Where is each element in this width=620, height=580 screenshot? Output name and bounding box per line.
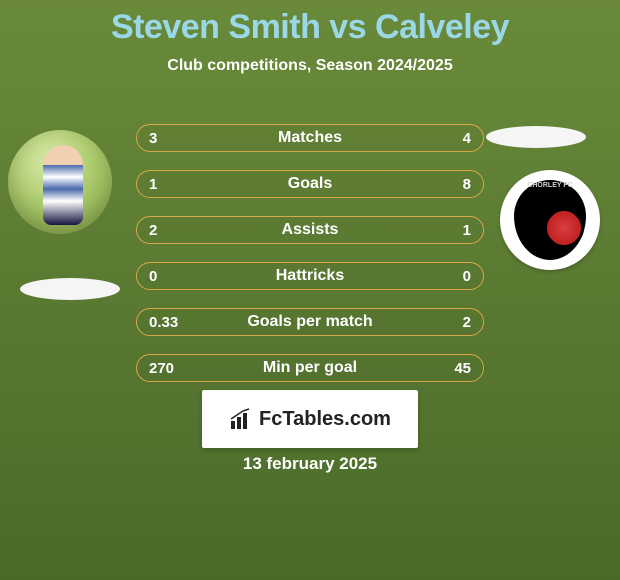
stat-right-value: 2 [411,314,471,331]
chart-icon [229,407,253,431]
stat-right-value: 8 [411,176,471,193]
comparison-card: Steven Smith vs Calveley Club competitio… [0,0,620,580]
club-badge-right: CHORLEY FC [500,170,600,270]
stat-label: Matches [209,129,411,147]
stat-label: Hattricks [209,267,411,285]
date-label: 13 february 2025 [0,454,620,474]
brand-badge: FcTables.com [202,390,418,448]
stat-row-assists: 2 Assists 1 [136,216,484,244]
stat-right-value: 45 [411,360,471,377]
stat-right-value: 4 [411,130,471,147]
club-crest-icon: CHORLEY FC [514,180,586,260]
stat-row-min-per-goal: 270 Min per goal 45 [136,354,484,382]
stat-left-value: 270 [149,360,209,377]
player-icon [43,145,83,225]
stat-left-value: 3 [149,130,209,147]
page-title: Steven Smith vs Calveley [0,0,620,47]
stat-label: Assists [209,221,411,239]
subtitle: Club competitions, Season 2024/2025 [0,57,620,75]
club-flower-icon [544,208,584,248]
club-crest-text: CHORLEY FC [514,182,586,189]
stat-label: Goals [209,175,411,193]
stat-left-value: 2 [149,222,209,239]
ellipse-left [20,278,120,300]
stat-left-value: 0.33 [149,314,209,331]
stat-right-value: 0 [411,268,471,285]
stat-row-goals-per-match: 0.33 Goals per match 2 [136,308,484,336]
stat-left-value: 1 [149,176,209,193]
stat-label: Min per goal [209,359,411,377]
player-avatar-left [8,130,112,234]
stat-left-value: 0 [149,268,209,285]
stat-row-matches: 3 Matches 4 [136,124,484,152]
stats-table: 3 Matches 4 1 Goals 8 2 Assists 1 0 Hatt… [136,124,484,400]
stat-label: Goals per match [209,313,411,331]
brand-text: FcTables.com [259,408,391,431]
stat-right-value: 1 [411,222,471,239]
ellipse-right [486,126,586,148]
stat-row-hattricks: 0 Hattricks 0 [136,262,484,290]
stat-row-goals: 1 Goals 8 [136,170,484,198]
